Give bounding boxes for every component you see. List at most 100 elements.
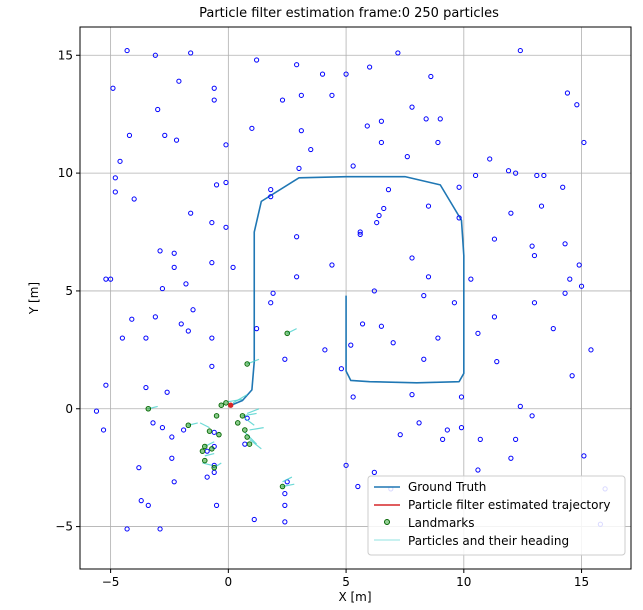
particle-heading	[232, 394, 248, 404]
particle-point	[223, 224, 229, 230]
particle-point	[378, 139, 385, 146]
particle-point	[169, 455, 175, 461]
particle-point	[423, 116, 429, 122]
landmark-point	[244, 434, 250, 440]
particle-point	[381, 205, 387, 212]
particle-point	[350, 394, 356, 400]
particle-point	[308, 146, 314, 153]
particle-point	[126, 132, 133, 138]
particle-point	[505, 168, 512, 174]
particle-point	[249, 125, 255, 131]
particle-point	[93, 408, 100, 414]
particle-point	[230, 264, 236, 270]
particle-point	[581, 453, 587, 459]
y-tick-label: 10	[58, 166, 73, 180]
particle-point	[428, 73, 434, 80]
particle-point	[562, 290, 568, 296]
particle-heading	[202, 462, 213, 466]
particle-point	[298, 92, 304, 98]
y-tick-label: −5	[55, 520, 73, 534]
particle-point	[209, 363, 215, 369]
axes-frame	[79, 26, 632, 570]
particle-point	[409, 392, 415, 398]
particle-point	[131, 196, 137, 202]
x-tick-label: −5	[102, 575, 120, 589]
particle-point	[329, 262, 335, 268]
particle-point	[477, 436, 483, 442]
particle-heading	[282, 476, 293, 483]
particle-point	[416, 420, 422, 426]
particle-point	[409, 104, 415, 110]
particle-point	[251, 516, 257, 523]
particle-point	[157, 248, 163, 254]
particle-point	[185, 328, 191, 334]
particle-point	[190, 307, 196, 313]
particle-point	[322, 347, 328, 353]
particle-point	[169, 434, 175, 440]
landmark-point	[206, 428, 213, 434]
particle-point	[254, 326, 260, 332]
particle-point	[508, 210, 514, 216]
particle-point	[159, 285, 166, 292]
particle-point	[282, 490, 288, 497]
particle-point	[475, 330, 481, 336]
landmark-point	[213, 413, 220, 419]
particle-point	[440, 436, 446, 442]
particle-point	[371, 469, 377, 475]
particle-point	[513, 170, 519, 176]
particle-point	[152, 52, 158, 58]
particle-point	[204, 448, 210, 454]
particle-point	[487, 156, 493, 162]
particle-point	[282, 502, 288, 508]
particle-point	[435, 335, 441, 341]
particle-point	[350, 163, 356, 169]
particle-point	[529, 243, 535, 249]
particle-point	[472, 172, 479, 179]
particle-point	[458, 425, 465, 431]
particle-heading	[199, 422, 210, 429]
particle-point	[508, 455, 514, 461]
particle-point	[108, 276, 114, 282]
particle-point	[348, 342, 354, 348]
particle-point	[136, 465, 142, 471]
landmark-point	[239, 413, 246, 419]
particle-point	[188, 210, 194, 216]
particle-point	[279, 97, 286, 103]
particle-point	[385, 187, 392, 193]
particle-point	[376, 212, 382, 219]
particle-point	[112, 175, 118, 181]
particle-point	[517, 47, 523, 54]
particle-point	[150, 420, 156, 426]
x-tick-label: 0	[225, 575, 233, 589]
particle-point	[538, 203, 545, 209]
particle-point	[425, 274, 432, 280]
landmark-point	[244, 361, 250, 367]
particle-point	[223, 142, 229, 148]
y-tick-label: 0	[65, 402, 73, 416]
particle-point	[162, 132, 168, 138]
particle-point	[491, 236, 498, 242]
x-tick-label: 10	[456, 575, 471, 589]
particle-point	[159, 425, 166, 431]
landmark-point	[279, 483, 286, 490]
particle-point	[211, 429, 217, 435]
particle-point	[176, 78, 182, 84]
y-tick-label: 15	[58, 48, 73, 62]
particle-point	[374, 219, 380, 226]
particle-point	[395, 50, 401, 56]
grid-lines	[80, 27, 631, 569]
axis-ticks: −5 0 5 10 15 −5 0 5 10 15	[55, 48, 589, 589]
legend-particles-label: Particles and their heading	[408, 534, 569, 548]
x-axis-label: X [m]	[338, 590, 371, 604]
particle-point	[378, 118, 385, 124]
particle-point	[254, 57, 260, 63]
particle-point	[494, 359, 500, 365]
particle-point	[157, 526, 163, 532]
legend-landmarks-swatch	[384, 519, 390, 525]
particle-point	[517, 403, 523, 409]
particle-point	[569, 373, 575, 379]
particle-point	[117, 158, 123, 164]
particle-point	[143, 384, 149, 391]
landmark-point	[223, 400, 229, 406]
